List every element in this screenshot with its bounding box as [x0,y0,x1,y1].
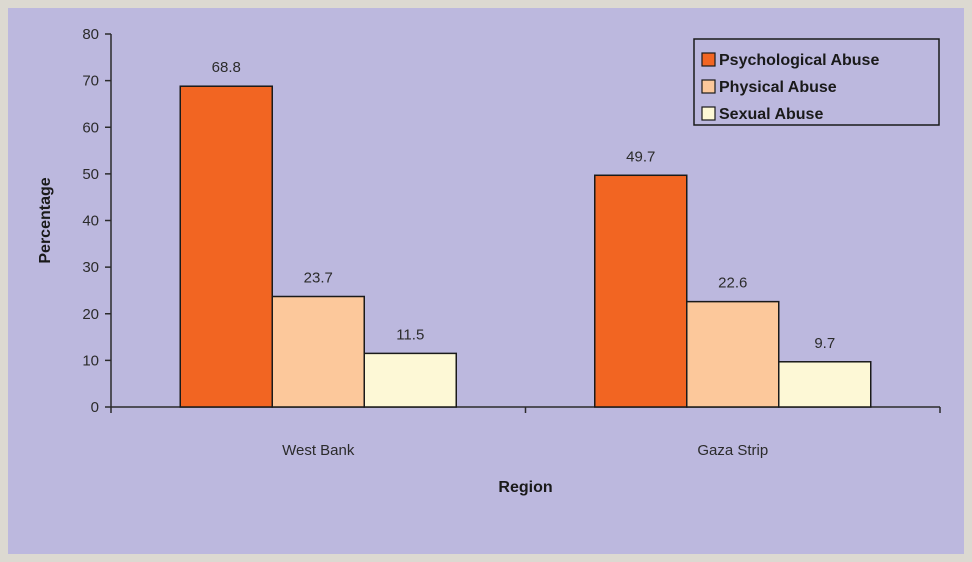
chart-legend: Psychological Abuse Physical Abuse Sexual … [693,38,940,126]
legend-label: Psychological Abuse [719,52,879,69]
bar-physical-abuse-west-bank [271,295,365,408]
legend-label: Physical Abuse [719,79,837,96]
bar-chart: 0 10 20 30 40 50 60 70 80 68.8 23.7 11.5 West Bank 4… [37,26,941,496]
data-label: 49.7 [626,148,655,165]
legend-swatch [701,106,716,121]
legend-label: Sexual Abuse [719,106,823,123]
bar-sexual-abuse-gaza-strip [778,361,872,408]
bar-physical-abuse-gaza-strip [686,300,780,408]
x-category-label: West Bank [282,442,355,459]
legend-swatch [701,79,716,94]
y-tick-label: 70 [82,73,99,90]
y-tick-label: 40 [82,213,99,230]
legend-box [693,38,940,126]
chart-frame: 0 10 20 30 40 50 60 70 80 68.8 23.7 11.5 West Bank 4… [8,8,964,554]
x-category-label: Gaza Strip [697,442,768,459]
chart-bars [179,85,872,408]
y-tick-label: 30 [82,259,99,276]
y-tick-label: 60 [82,119,99,136]
bar-sexual-abuse-west-bank [363,352,457,408]
y-axis-title: Percentage [37,177,54,263]
y-tick-label: 20 [82,306,99,323]
chart-labels: 68.8 23.7 11.5 West Bank 49.7 22.6 9.7 Gaza Str… [212,59,836,459]
data-label: 68.8 [212,59,241,76]
x-axis-title: Region [498,479,552,496]
data-label: 23.7 [304,269,333,286]
y-tick-label: 0 [91,399,99,416]
data-label: 9.7 [814,335,835,352]
y-tick-label: 10 [82,352,99,369]
data-label: 11.5 [396,326,424,343]
bar-psychological-abuse-west-bank [179,85,273,408]
legend-swatch [701,52,716,67]
y-tick-label: 80 [82,26,99,43]
data-label: 22.6 [718,275,747,292]
y-tick-label: 50 [82,166,99,183]
bar-psychological-abuse-gaza-strip [594,174,688,408]
